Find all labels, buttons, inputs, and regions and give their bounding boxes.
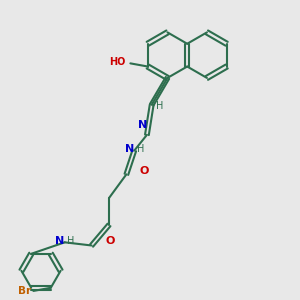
Text: N: N: [125, 144, 134, 154]
Text: O: O: [106, 236, 115, 246]
Text: N: N: [56, 236, 64, 246]
Text: H: H: [68, 236, 75, 246]
Text: HO: HO: [110, 57, 126, 67]
Text: N: N: [138, 120, 147, 130]
Text: H: H: [156, 101, 163, 111]
Text: H: H: [137, 144, 144, 154]
Text: O: O: [139, 166, 148, 176]
Text: Br: Br: [18, 286, 32, 296]
